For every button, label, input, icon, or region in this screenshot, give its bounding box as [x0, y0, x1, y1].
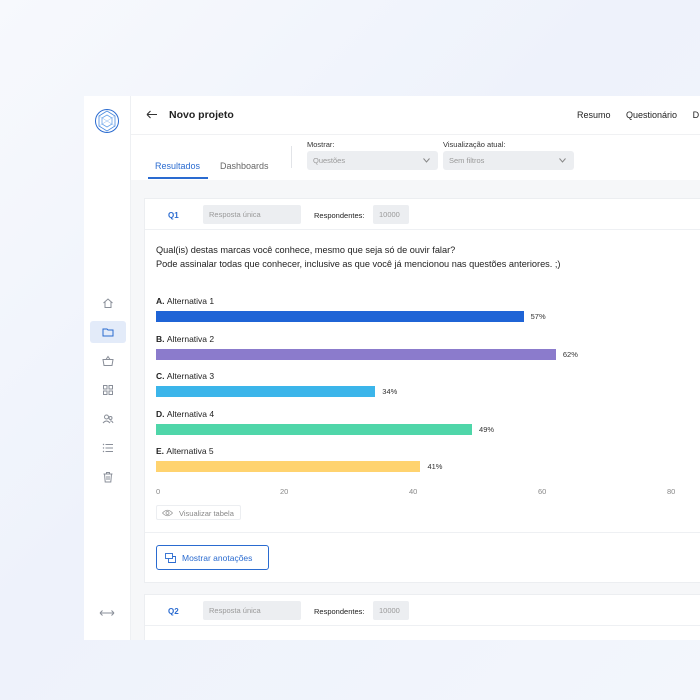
view-label: Visualização atual:: [443, 140, 506, 149]
view-table-label: Visualizar tabela: [179, 509, 234, 518]
bar-label: E. Alternativa 5: [156, 446, 214, 456]
question-header: Q1 Resposta única Respondentes: 10000: [145, 199, 700, 230]
bar[interactable]: [156, 461, 421, 472]
show-select-value: Questões: [313, 156, 346, 165]
basket-icon[interactable]: [90, 350, 126, 372]
sub-bar: Resultados Dashboards Mostrar: Questões …: [131, 134, 700, 180]
divider: [291, 146, 292, 168]
bar-value-label: 41%: [427, 462, 443, 471]
grid-icon[interactable]: [90, 379, 126, 401]
bar-value-label: 57%: [530, 312, 546, 321]
home-icon[interactable]: [90, 292, 126, 314]
back-arrow-icon[interactable]: [146, 110, 158, 119]
question-line-1: Qual(is) destas marcas você conhece, mes…: [156, 245, 456, 255]
bar-value-label: 49%: [479, 424, 495, 434]
question-card: Q2 Resposta única Respondentes: 10000: [144, 594, 700, 640]
bar-label: D. Alternativa 4: [156, 408, 215, 419]
x-tick-label: 0: [156, 487, 161, 496]
respondents-count: 10000: [373, 601, 409, 620]
nav-questionario[interactable]: Questionário: [626, 110, 678, 120]
annotations-icon: [165, 553, 176, 563]
x-tick-label: 60: [538, 487, 547, 496]
question-type: Resposta única: [203, 205, 301, 224]
expand-icon[interactable]: [99, 608, 115, 618]
top-nav: Resumo Questionário D: [577, 110, 700, 120]
respondents-label: Respondentes:: [314, 607, 365, 616]
bar-label: A. Alternativa 1: [156, 296, 215, 306]
list-icon[interactable]: [90, 437, 126, 459]
users-icon[interactable]: [90, 408, 126, 430]
view-select-value: Sem filtros: [449, 156, 485, 165]
show-select[interactable]: Questões: [307, 151, 438, 170]
bar[interactable]: [156, 348, 556, 360]
top-bar: Novo projeto Resumo Questionário D: [131, 96, 700, 134]
tab-underline: [148, 177, 208, 179]
bar-value-label: 34%: [382, 387, 398, 396]
project-title: Novo projeto: [169, 109, 234, 121]
nav-resumo[interactable]: Resumo: [577, 110, 611, 120]
sidebar: [84, 96, 131, 640]
respondents-count: 10000: [373, 205, 409, 224]
x-tick-label: 20: [280, 487, 289, 496]
tab-resultados[interactable]: Resultados: [155, 161, 201, 171]
tab-dashboards[interactable]: Dashboards: [220, 161, 269, 171]
question-line-2: Pode assinalar todas que conhecer, inclu…: [156, 258, 561, 269]
chevron-down-icon: [559, 158, 566, 163]
bar[interactable]: [156, 386, 376, 397]
nav-more[interactable]: D: [692, 110, 700, 120]
view-table-button[interactable]: Visualizar tabela: [156, 505, 241, 520]
question-number: Q1: [168, 211, 179, 220]
respondents-label: Respondentes:: [314, 211, 365, 220]
app-window: Novo projeto Resumo Questionário D Resul…: [84, 96, 700, 640]
view-select[interactable]: Sem filtros: [443, 151, 574, 170]
chevron-down-icon: [423, 158, 430, 163]
question-type: Resposta única: [203, 601, 301, 620]
show-annotations-button[interactable]: Mostrar anotações: [156, 545, 269, 570]
bar-label: B. Alternativa 2: [156, 333, 215, 344]
question-number: Q2: [168, 607, 179, 616]
logo-icon[interactable]: [94, 108, 120, 134]
x-tick-label: 40: [409, 487, 418, 496]
folder-icon[interactable]: [90, 321, 126, 343]
eye-icon: [162, 509, 173, 517]
trash-icon[interactable]: [90, 466, 126, 488]
x-tick-label: 80: [667, 487, 676, 496]
card-divider: [145, 532, 700, 533]
show-label: Mostrar:: [307, 140, 335, 149]
bar-value-label: 62%: [562, 349, 578, 359]
question-header: Q2 Resposta única Respondentes: 10000: [145, 595, 700, 626]
bar[interactable]: [156, 423, 473, 435]
bar-label: C. Alternativa 3: [156, 371, 215, 381]
question-card: Q1 Resposta única Respondentes: 10000 Qu…: [144, 198, 700, 583]
question-text: Qual(is) destas marcas você conhece, mes…: [156, 244, 561, 271]
show-annotations-label: Mostrar anotações: [182, 552, 253, 563]
bar[interactable]: [156, 311, 524, 322]
